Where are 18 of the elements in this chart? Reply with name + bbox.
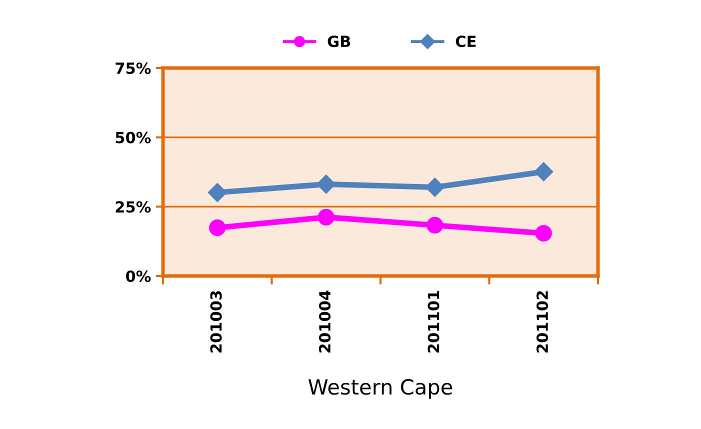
y-tick-label: 0% [126, 270, 151, 282]
point [209, 219, 226, 236]
point [426, 216, 444, 234]
x-axis-title: Western Cape [308, 379, 452, 399]
x-tick-label: 201102 [536, 291, 548, 352]
y-tick-label: 50% [116, 132, 151, 144]
y-tick-label: 25% [116, 201, 151, 213]
x-tick-label: 201003 [210, 291, 222, 352]
point [425, 178, 444, 197]
point [535, 224, 552, 242]
x-tick-label: 201101 [428, 290, 440, 352]
legend-label: GB [328, 36, 350, 48]
point [534, 162, 554, 182]
point [208, 182, 227, 202]
legend-label: CE [456, 36, 476, 48]
x-tick-label: 201004 [319, 290, 331, 352]
point [318, 208, 334, 226]
y-tick-label: 75% [116, 62, 151, 74]
